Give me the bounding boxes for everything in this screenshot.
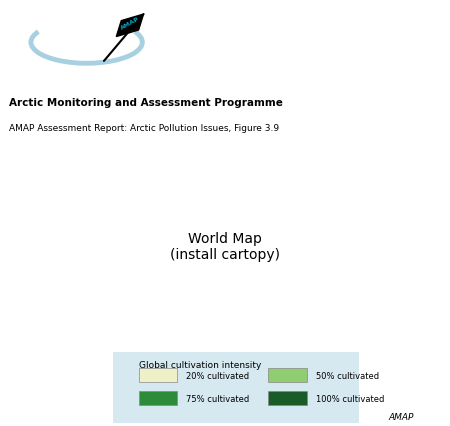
Bar xyxy=(268,391,307,405)
Text: Arctic Monitoring and Assessment Programme: Arctic Monitoring and Assessment Program… xyxy=(9,98,283,108)
Polygon shape xyxy=(117,14,144,37)
FancyBboxPatch shape xyxy=(112,352,359,423)
Bar xyxy=(139,391,177,405)
Text: AMAP Assessment Report: Arctic Pollution Issues, Figure 3.9: AMAP Assessment Report: Arctic Pollution… xyxy=(9,124,279,132)
Text: 20% cultivated: 20% cultivated xyxy=(186,371,249,381)
Text: World Map
(install cartopy): World Map (install cartopy) xyxy=(170,232,280,262)
Text: AMAP: AMAP xyxy=(389,413,414,422)
Bar xyxy=(139,368,177,382)
Text: 75% cultivated: 75% cultivated xyxy=(186,394,249,404)
Text: AMAP: AMAP xyxy=(120,16,140,31)
Text: Global cultivation intensity: Global cultivation intensity xyxy=(139,361,261,370)
Text: 50% cultivated: 50% cultivated xyxy=(316,371,379,381)
Bar xyxy=(268,368,307,382)
Text: 100% cultivated: 100% cultivated xyxy=(316,394,384,404)
